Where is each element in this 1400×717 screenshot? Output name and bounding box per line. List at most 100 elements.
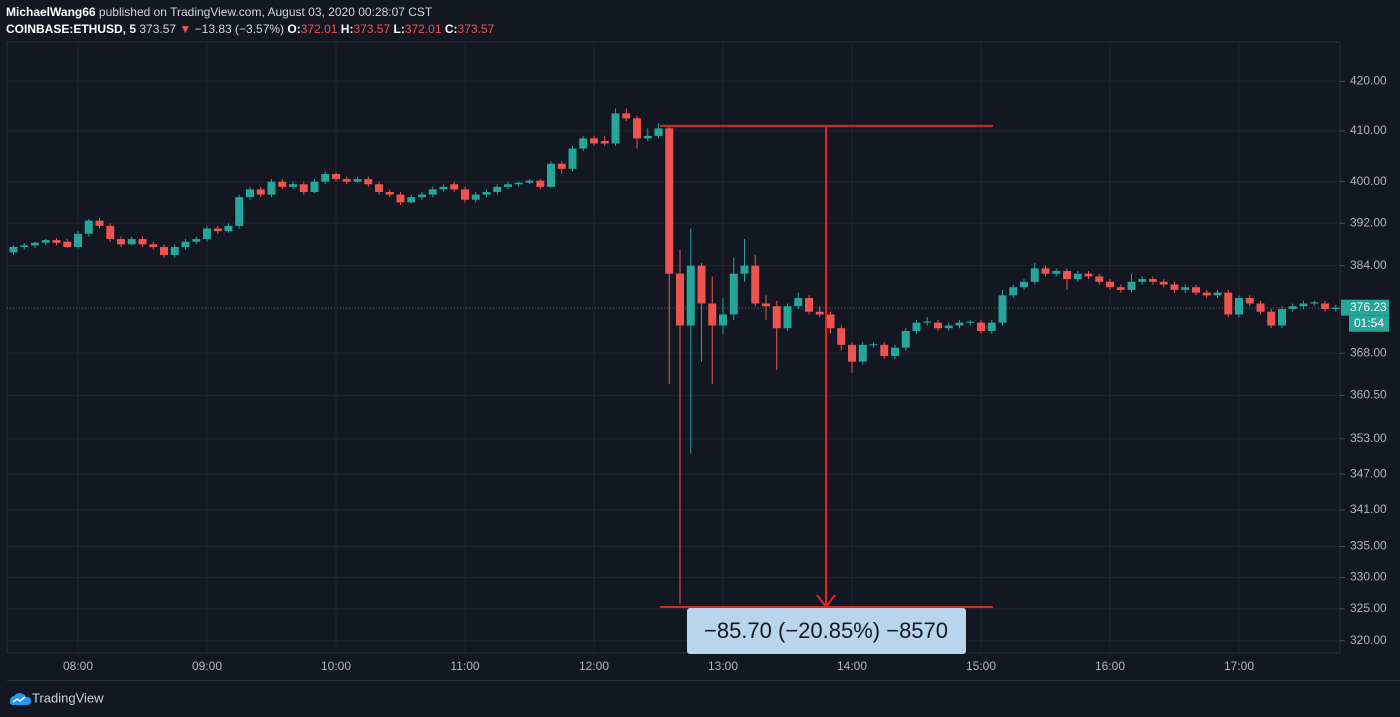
candle-body	[84, 220, 93, 234]
candle-body	[1321, 303, 1329, 309]
candle-body	[353, 179, 362, 182]
x-tick-label: 08:00	[63, 659, 93, 673]
candle-body	[482, 191, 491, 195]
candle-body	[1288, 306, 1297, 309]
candle-body	[224, 225, 233, 232]
header-line: MichaelWang66 published on TradingView.c…	[6, 4, 494, 21]
ohlc-value: 372.01	[300, 22, 338, 36]
candle-body	[923, 321, 932, 323]
candle-body	[600, 140, 609, 144]
plot-frame	[6, 41, 1341, 654]
y-tick-label: 410.00	[1350, 123, 1387, 137]
candle-body	[1127, 281, 1136, 290]
candle-body	[170, 246, 179, 255]
candle-body	[955, 322, 964, 326]
ohlc-value: 372.01	[404, 22, 442, 36]
candle-body	[149, 244, 158, 247]
x-tick-label: 14:00	[837, 659, 867, 673]
candle-body	[203, 228, 211, 240]
candle-body	[611, 113, 620, 144]
candle-body	[805, 298, 813, 312]
candle-body	[977, 322, 985, 331]
candle-body	[1095, 276, 1104, 282]
candle-body	[837, 328, 846, 345]
candle-body	[20, 245, 29, 247]
candle-body	[944, 325, 953, 329]
candle-body	[751, 265, 760, 304]
y-tick-label: 368.00	[1350, 345, 1387, 359]
price-tag	[1341, 299, 1389, 316]
brand: TradingView	[32, 690, 104, 705]
candle-body	[407, 197, 416, 203]
measure-label: −85.70 (−20.85%) −8570	[704, 618, 948, 643]
x-tick-label: 15:00	[966, 659, 996, 673]
x-tick-label: 10:00	[321, 659, 351, 673]
candle-body	[235, 197, 244, 226]
candle-body	[278, 181, 287, 187]
x-tick-label: 11:00	[450, 659, 479, 673]
candle-body	[762, 303, 770, 307]
candle-body	[966, 321, 975, 323]
candle-body	[848, 344, 856, 362]
candle-body	[633, 118, 641, 139]
candle-body	[654, 128, 663, 136]
candle-body	[719, 314, 727, 326]
candle-body	[9, 246, 18, 253]
legend-line: COINBASE:ETHUSD, 5 373.57 ▼ −13.83 (−3.5…	[6, 21, 494, 38]
y-tick-label: 341.00	[1350, 502, 1387, 516]
candle-body	[987, 322, 996, 331]
candle-body	[815, 311, 824, 315]
candle-body	[568, 148, 577, 169]
last: 373.57	[139, 22, 177, 36]
candle-body	[74, 233, 82, 247]
logo-icon	[9, 693, 32, 705]
candle-body	[826, 314, 835, 329]
ohlc-key: O:	[287, 22, 301, 36]
change: −13.83 (−3.57%)	[194, 22, 285, 36]
candle-body	[95, 220, 104, 226]
candle-body	[1138, 279, 1147, 282]
author: MichaelWang66	[6, 5, 96, 19]
candle-body	[1310, 302, 1319, 304]
candle-body	[1299, 303, 1308, 307]
candle-body	[428, 189, 437, 195]
y-tick-label: 384.00	[1350, 258, 1387, 272]
candle-body	[1170, 284, 1179, 290]
ohlc-key: L:	[393, 22, 405, 36]
logo-line	[12, 696, 26, 703]
candle-body	[267, 181, 276, 195]
candle-body	[547, 163, 555, 187]
candle-body	[181, 241, 190, 247]
candle-body	[289, 184, 297, 187]
candle-body	[256, 189, 265, 195]
candle-body	[332, 173, 340, 180]
candle-body	[772, 306, 781, 329]
candle-body	[63, 241, 72, 247]
candle-body	[557, 163, 566, 169]
x-tick-label: 12:00	[579, 659, 609, 673]
candle-body	[740, 265, 749, 274]
arrow-head	[816, 594, 836, 609]
y-tick-label: 330.00	[1350, 570, 1387, 584]
candle-body	[31, 242, 39, 246]
candle-body	[321, 173, 330, 182]
candle-body	[697, 265, 706, 304]
y-tick-label: 325.00	[1350, 601, 1387, 615]
ohlc-value: 373.57	[353, 22, 391, 36]
candle-body	[52, 240, 61, 243]
candle-body	[461, 189, 469, 200]
candle-body	[127, 239, 136, 245]
candle-body	[471, 194, 480, 200]
candle-body	[783, 306, 792, 329]
candle-body	[504, 184, 512, 187]
y-tick-label: 400.00	[1350, 174, 1387, 188]
x-tick-label: 09:00	[192, 659, 222, 673]
candle-body	[525, 180, 534, 183]
candle-body	[1192, 287, 1200, 293]
candle-body	[1116, 287, 1125, 290]
candle-body	[246, 189, 254, 198]
candle-body	[1009, 287, 1018, 296]
candle-body	[1278, 308, 1286, 326]
candle-body	[41, 240, 50, 243]
